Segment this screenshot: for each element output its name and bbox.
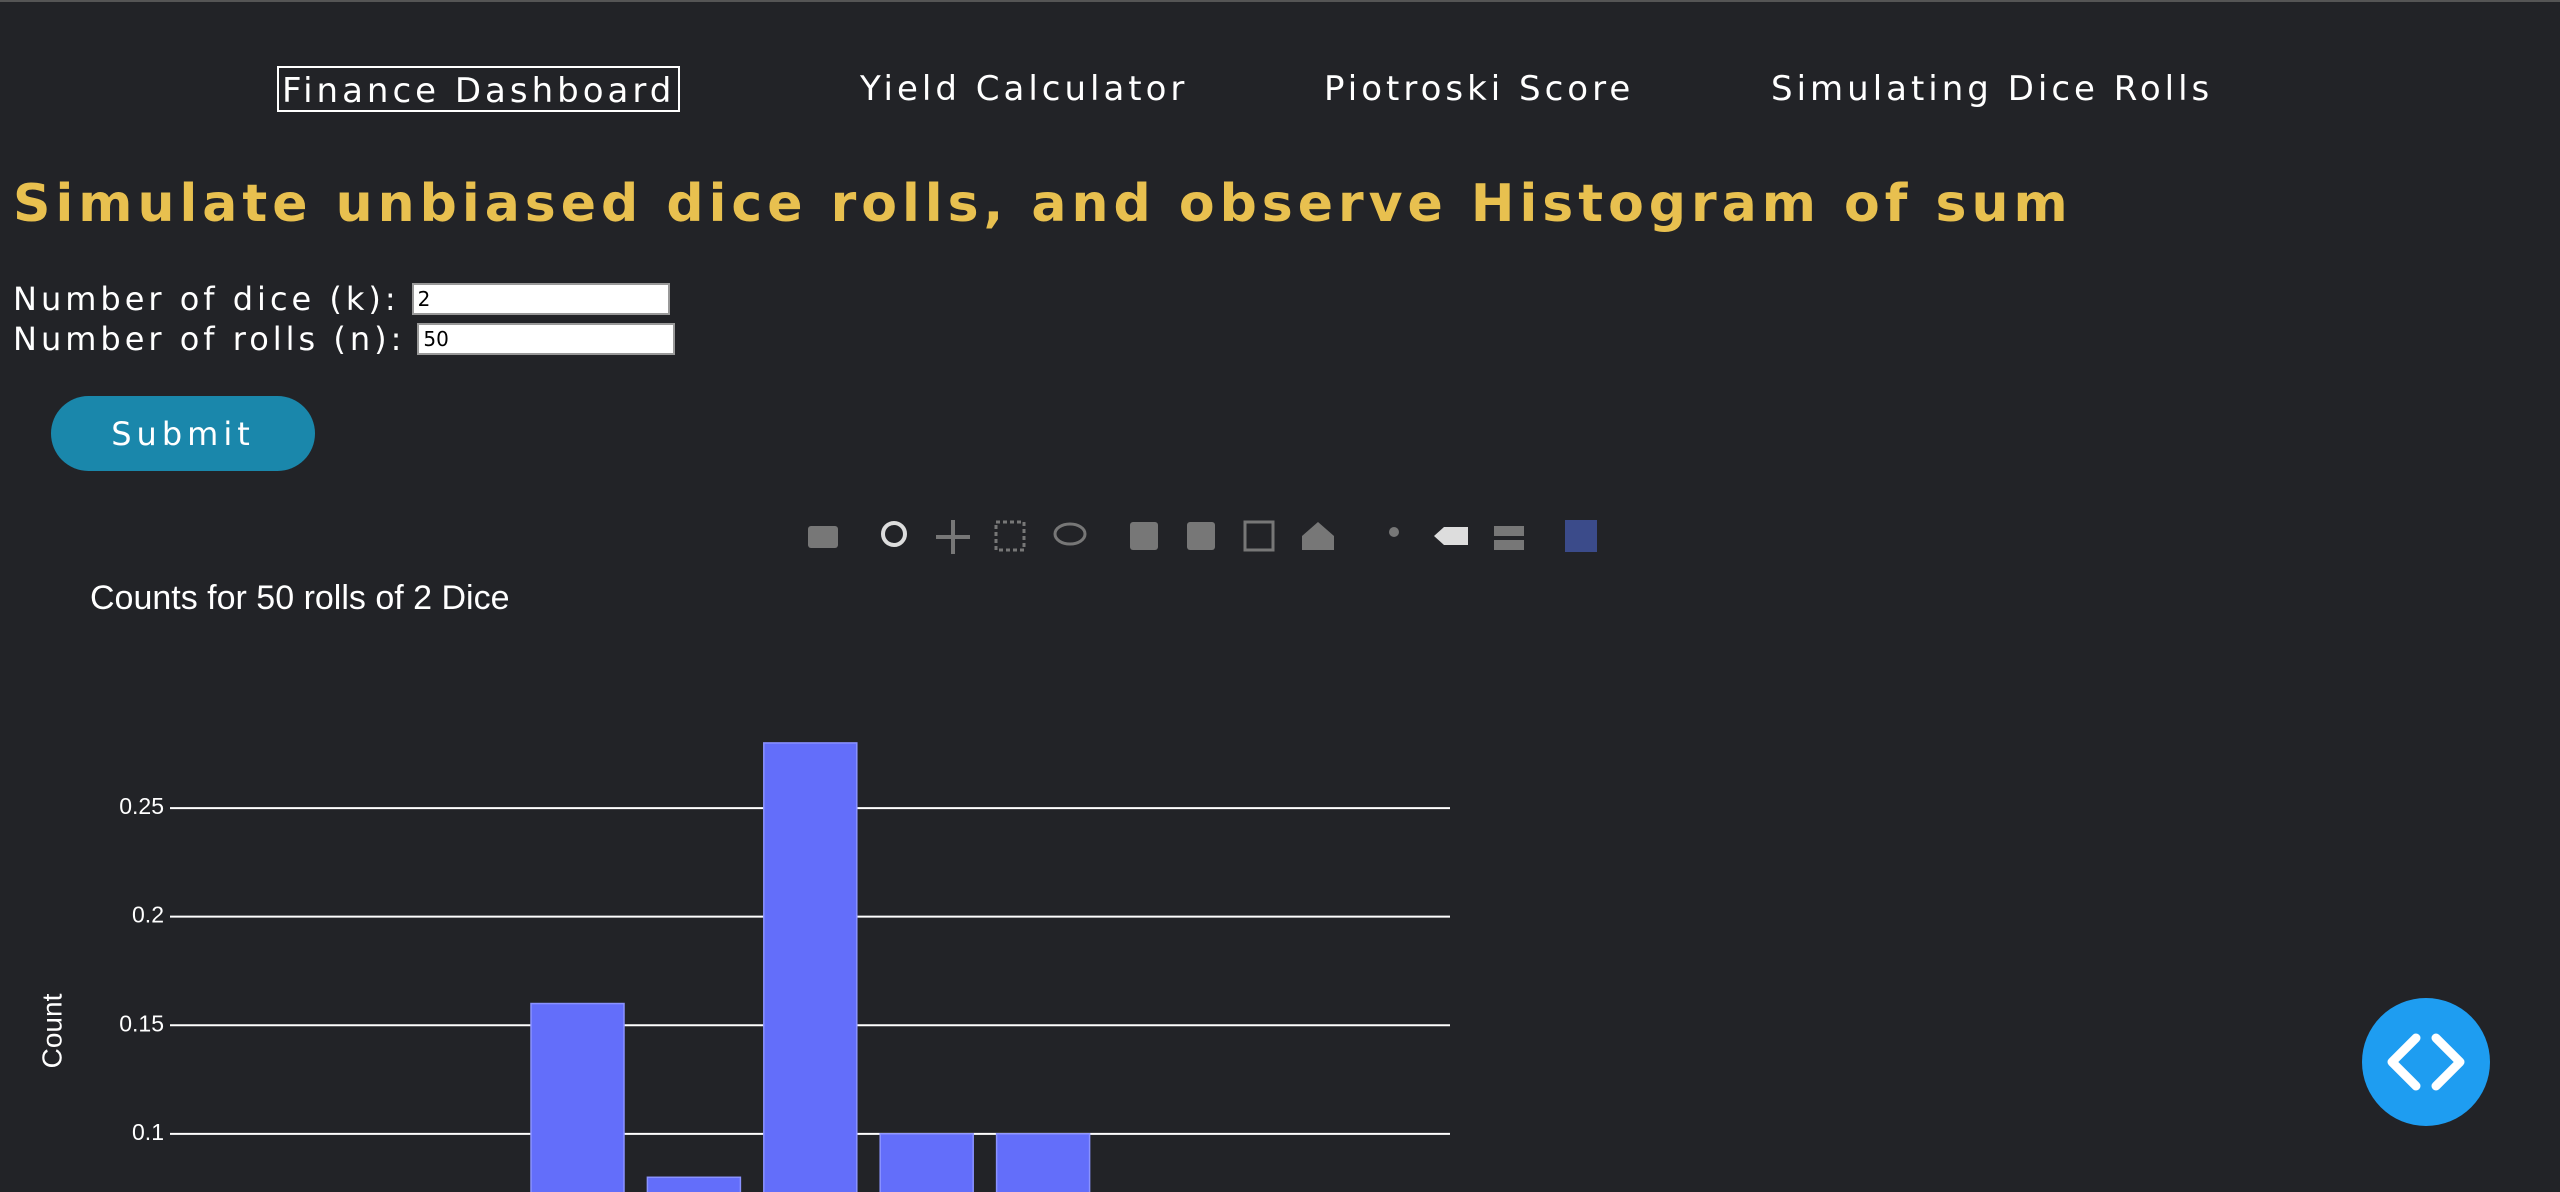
nav: Finance Dashboard Yield Calculator Piotr… xyxy=(0,66,2560,116)
plotly-logo[interactable] xyxy=(1565,520,1597,552)
nav-link[interactable]: Simulating Dice Rolls xyxy=(1771,69,2214,109)
camera-icon[interactable] xyxy=(808,526,838,548)
text-input[interactable] xyxy=(411,283,670,315)
zoom-icon[interactable] xyxy=(881,521,907,547)
modebar xyxy=(808,520,1597,554)
bar xyxy=(995,1133,1091,1192)
y-axis-title: Count xyxy=(36,993,67,1068)
autoscale-icon[interactable] xyxy=(1243,520,1275,552)
field-label: Number of dice (k): xyxy=(13,280,400,318)
text-input[interactable] xyxy=(417,323,676,355)
pan-icon[interactable] xyxy=(936,520,970,554)
lasso-icon[interactable] xyxy=(1053,522,1087,546)
code-icon xyxy=(2387,1033,2465,1091)
heading: Simulate unbiased dice rolls, and observ… xyxy=(13,174,2073,234)
submit-button[interactable]: Submit xyxy=(51,396,315,471)
field-label: Number of rolls (n): xyxy=(13,320,406,358)
form-field: Number of rolls (n): xyxy=(13,320,676,358)
bar xyxy=(530,1002,625,1192)
bar xyxy=(879,1133,974,1192)
y-tick-label: 0.1 xyxy=(132,1119,164,1145)
y-tick-label: 0.2 xyxy=(132,902,164,928)
bar xyxy=(646,1176,742,1192)
bar xyxy=(763,742,858,1192)
y-tick-label: 0.15 xyxy=(119,1010,164,1036)
box-select-icon[interactable] xyxy=(994,520,1026,552)
nav-link[interactable]: Finance Dashboard xyxy=(277,66,681,112)
form-field: Number of dice (k): xyxy=(13,280,670,318)
hover-compare-icon[interactable] xyxy=(1494,526,1524,550)
nav-link[interactable]: Yield Calculator xyxy=(860,69,1189,109)
chart-title: Counts for 50 rolls of 2 Dice xyxy=(90,579,510,617)
y-tick-label: 0.25 xyxy=(119,793,164,819)
spike-icon[interactable] xyxy=(1389,527,1399,537)
reset-icon[interactable] xyxy=(1302,522,1334,550)
code-toggle-button[interactable] xyxy=(2362,998,2490,1126)
nav-link[interactable]: Piotroski Score xyxy=(1324,69,1635,109)
zoom-out-icon[interactable] xyxy=(1187,522,1215,550)
hover-closest-icon[interactable] xyxy=(1434,527,1468,545)
zoom-in-icon[interactable] xyxy=(1130,522,1158,550)
